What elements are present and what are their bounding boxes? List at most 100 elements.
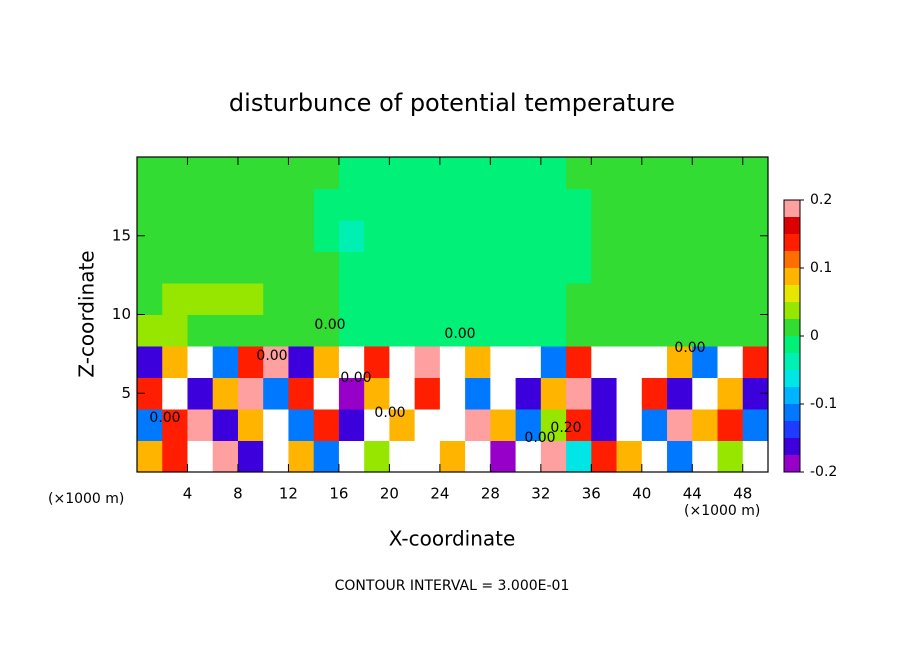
field-cell — [237, 283, 264, 315]
contour-label: 0.00 — [256, 348, 287, 364]
field-cell — [667, 440, 693, 473]
field-cell — [364, 251, 390, 284]
field-cell — [515, 283, 542, 315]
colorbar-swatch — [784, 285, 800, 302]
colorbar-swatch — [784, 370, 800, 387]
field-cell — [591, 251, 618, 284]
field-cell — [515, 188, 542, 221]
field-cell — [616, 440, 643, 473]
field-cell — [692, 188, 719, 221]
field-cell — [414, 440, 441, 473]
x-tick-label: 48 — [733, 485, 752, 503]
field-cell — [717, 314, 744, 347]
field-cell — [212, 346, 239, 378]
field-cell — [338, 440, 365, 473]
field-cell — [414, 157, 441, 189]
field-cell — [212, 409, 239, 441]
x-tick-label: 28 — [481, 485, 500, 503]
field-cell — [616, 314, 643, 347]
x-tick-label: 40 — [632, 485, 651, 503]
field-cell — [616, 188, 643, 221]
field-cell — [439, 346, 466, 378]
field-cell — [237, 377, 264, 410]
field-cell — [414, 220, 441, 252]
field-cell — [692, 220, 719, 252]
field-cell — [717, 220, 744, 252]
field-cell — [616, 409, 643, 441]
field-cell — [237, 440, 264, 473]
field-cell — [667, 377, 693, 410]
contour-label: 0.00 — [374, 405, 405, 421]
field-cell — [591, 377, 618, 410]
field-cell — [389, 346, 416, 378]
field-cell — [717, 283, 744, 315]
field-cell — [540, 188, 567, 221]
field-cell — [591, 220, 618, 252]
field-cell — [717, 346, 744, 378]
field-cell — [667, 314, 693, 347]
field-cell — [692, 283, 719, 315]
field-cell — [465, 346, 491, 378]
field-cell — [641, 314, 668, 347]
x-tick-label: 8 — [233, 485, 243, 503]
x-tick-label: 20 — [380, 485, 399, 503]
field-cell — [288, 220, 315, 252]
field-cell — [288, 251, 315, 284]
field-cell — [641, 220, 668, 252]
field-cell — [616, 346, 643, 378]
field-cell — [263, 251, 289, 284]
field-cell — [641, 283, 668, 315]
field-cell — [414, 377, 441, 410]
field-cell — [566, 409, 592, 441]
x-tick-label: 12 — [279, 485, 298, 503]
field-cell — [212, 188, 239, 221]
field-cell — [237, 220, 264, 252]
field-cell — [566, 314, 592, 347]
field-cell — [465, 251, 491, 284]
field-cell — [237, 157, 264, 189]
field-cell — [187, 314, 214, 347]
field-cell — [490, 220, 517, 252]
field-cell — [742, 157, 769, 189]
field-cell — [566, 377, 592, 410]
field-cell — [338, 157, 365, 189]
field-cell — [515, 220, 542, 252]
field-cell — [338, 346, 365, 378]
field-cell — [364, 314, 390, 347]
field-cell — [717, 440, 744, 473]
field-cell — [364, 377, 390, 410]
field-cell — [187, 220, 214, 252]
field-cell — [338, 188, 365, 221]
field-cell — [490, 314, 517, 347]
field-cell — [465, 440, 491, 473]
field-cell — [338, 283, 365, 315]
field-cell — [515, 440, 542, 473]
field-cell — [389, 220, 416, 252]
field-cell — [288, 409, 315, 441]
field-cell — [313, 314, 340, 347]
field-cell — [742, 409, 769, 441]
field-cell — [717, 377, 744, 410]
field-cell — [591, 440, 618, 473]
field-cell — [338, 409, 365, 441]
field-cell — [717, 409, 744, 441]
field-cell — [641, 377, 668, 410]
colorbar-label: -0.1 — [810, 396, 837, 412]
field-cell — [566, 440, 592, 473]
field-cell — [490, 188, 517, 221]
field-cell — [187, 251, 214, 284]
x-tick-label: 16 — [329, 485, 348, 503]
field-cell — [439, 314, 466, 347]
colorbar-swatch — [784, 421, 800, 438]
field-cell — [540, 440, 567, 473]
field-cell — [667, 283, 693, 315]
contour-label: 0.20 — [550, 420, 581, 436]
field-cell — [566, 346, 592, 378]
field-cell — [439, 440, 466, 473]
field-cell — [414, 346, 441, 378]
colorbar-swatch — [784, 353, 800, 370]
field-cell — [490, 251, 517, 284]
field-cell — [288, 377, 315, 410]
field-cell — [540, 346, 567, 378]
field-cell — [187, 440, 214, 473]
